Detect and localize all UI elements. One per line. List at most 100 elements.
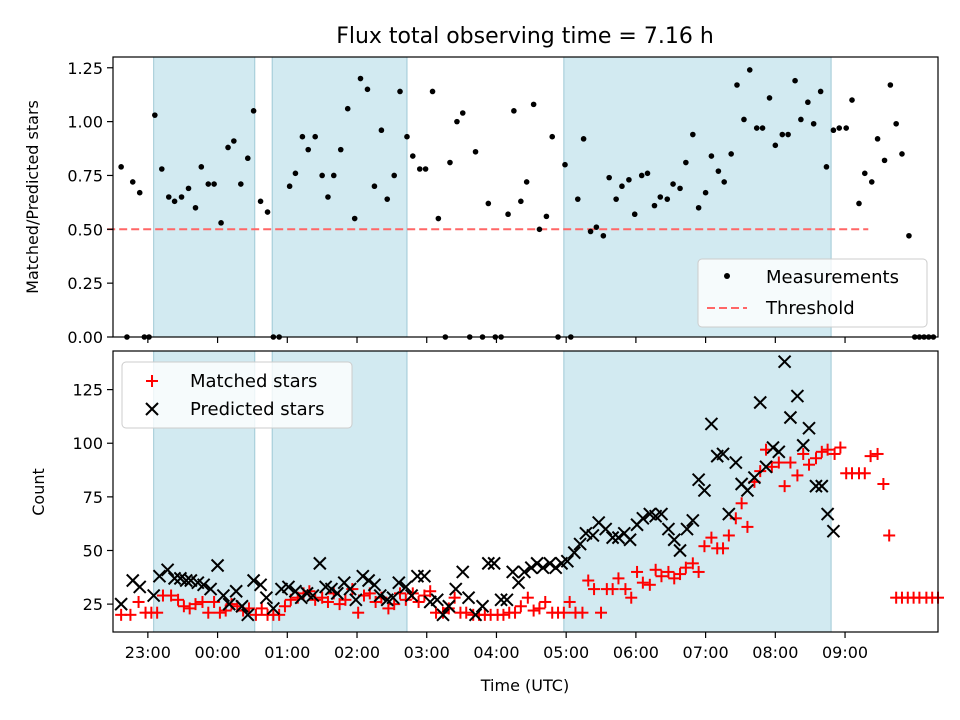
measurement-point	[292, 170, 299, 177]
matched-star-point	[809, 452, 822, 465]
predicted-star-point	[361, 573, 376, 588]
predicted-star-point	[481, 556, 496, 571]
measurement-point	[391, 172, 397, 179]
matched-star-point	[509, 606, 522, 619]
predicted-star-point	[392, 575, 406, 590]
x-tick-label: 04:00	[473, 643, 519, 662]
predicted-star-point	[253, 578, 268, 592]
predicted-star-point	[654, 507, 669, 521]
predicted-star-point	[623, 533, 637, 547]
predicted-star-point	[343, 582, 357, 596]
predicted-star-point	[399, 580, 413, 594]
y-tick-label: 1.00	[67, 113, 103, 132]
measurement-point	[613, 196, 619, 202]
measurement-point	[843, 125, 850, 131]
measurement-point	[384, 196, 391, 202]
predicted-star-point	[487, 556, 501, 571]
measurement-point	[644, 170, 651, 177]
measurement-point	[893, 120, 899, 127]
predicted-star-point	[210, 558, 225, 573]
matched-star-point	[557, 606, 570, 619]
measurement-point	[721, 179, 727, 185]
predicted-star-point	[747, 470, 762, 485]
measurement-point	[606, 174, 612, 181]
measurement-point	[695, 204, 702, 211]
measurement-point	[805, 99, 811, 106]
measurement-point	[136, 189, 143, 196]
measurement-point	[185, 185, 192, 192]
matched-star-point	[309, 593, 322, 606]
legend-label-matched: Matched stars	[190, 371, 317, 392]
matched-star-point	[346, 583, 359, 596]
predicted-star-point	[152, 569, 167, 583]
matched-star-point	[679, 561, 692, 574]
matched-star-point	[772, 456, 785, 469]
top-legend: Measurements Threshold	[697, 258, 928, 328]
measurement-point	[435, 215, 442, 222]
matched-star-point	[871, 447, 884, 460]
measurement-point	[397, 88, 403, 95]
matched-star-point	[497, 608, 510, 621]
matched-star-point	[521, 591, 534, 604]
matched-star-point	[278, 600, 291, 613]
predicted-star-point	[442, 599, 456, 613]
predicted-star-point	[216, 588, 231, 603]
matched-star-point	[643, 578, 656, 591]
predicted-star-point	[680, 522, 694, 536]
matched-star-point	[576, 606, 589, 619]
matched-star-point	[189, 598, 202, 611]
predicted-star-point	[543, 556, 557, 571]
measurement-point	[868, 179, 875, 185]
predicted-star-point	[500, 593, 514, 607]
measurement-point	[416, 166, 423, 172]
predicted-star-point	[796, 438, 810, 453]
measurement-point	[536, 226, 543, 233]
matched-star-point	[249, 608, 262, 621]
matched-star-point	[636, 576, 649, 589]
x-tick-label: 03:00	[404, 643, 450, 662]
matched-star-point	[717, 542, 730, 555]
measurement-point	[753, 125, 760, 131]
y-tick-label: 75	[83, 488, 103, 507]
matched-star-point	[124, 608, 137, 621]
measurement-point	[587, 228, 594, 235]
predicted-star-point	[766, 440, 780, 455]
matched-star-point	[791, 469, 804, 482]
matched-star-point	[765, 460, 778, 473]
matched-star-point	[213, 606, 226, 619]
predicted-star-point	[294, 590, 308, 605]
measurement-point	[728, 151, 734, 157]
measurement-point	[798, 116, 804, 123]
predicted-star-point	[524, 560, 539, 575]
measurement-point	[651, 202, 658, 209]
predicted-star-point	[235, 599, 249, 613]
predicted-star-point	[826, 524, 841, 538]
predicted-star-point	[790, 389, 805, 403]
predicted-star-point	[560, 554, 575, 568]
x-tick-label: 00:00	[195, 643, 241, 662]
predicted-star-point	[356, 569, 370, 583]
predicted-star-point	[229, 584, 243, 598]
legend-marker-matched	[146, 375, 158, 387]
measurement-point	[198, 164, 205, 170]
measurement-point	[244, 155, 251, 162]
matched-star-point	[674, 568, 687, 581]
matched-star-point	[821, 443, 834, 456]
measurement-point	[759, 125, 766, 131]
measurement-point	[657, 194, 664, 200]
predicted-star-point	[686, 513, 700, 528]
matched-star-point	[255, 602, 268, 615]
matched-star-point	[273, 608, 286, 621]
predicted-star-point	[241, 608, 255, 622]
measurement-point	[766, 95, 773, 101]
predicted-star-point	[802, 421, 816, 435]
measurement-point	[205, 181, 212, 187]
measurement-point	[746, 67, 753, 73]
measurement-point	[319, 172, 325, 179]
predicted-star-point	[772, 445, 786, 459]
measurement-point	[472, 148, 479, 155]
measurement-point	[409, 153, 416, 159]
measurement-point	[899, 151, 905, 157]
matched-star-point	[662, 565, 675, 578]
matched-star-point	[698, 540, 711, 553]
